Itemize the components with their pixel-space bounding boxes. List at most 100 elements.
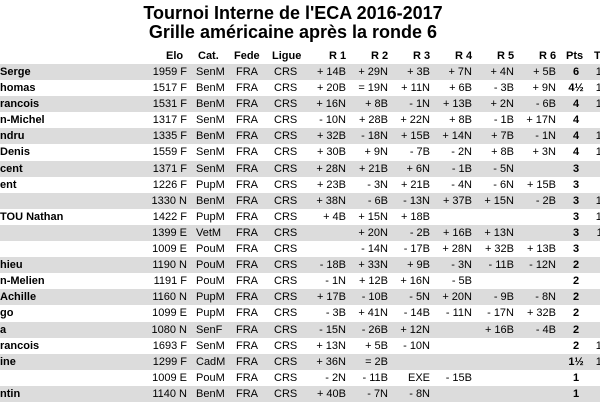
cell-r2: - 3N xyxy=(367,178,388,191)
header-r4: R 4 xyxy=(455,50,473,62)
cell-name: ine xyxy=(0,355,16,368)
cell-r3: + 15B xyxy=(400,130,430,143)
cell-name: Denis xyxy=(0,146,30,159)
header-r6: R 6 xyxy=(539,50,557,62)
cell-r3: - 14B xyxy=(403,307,430,320)
cell-fede: FRA xyxy=(236,82,258,95)
cell-r2: = 2B xyxy=(365,355,388,368)
cell-pts: 4 xyxy=(572,146,580,159)
cell-cat: PouM xyxy=(196,243,225,256)
cell-extra: 12 xyxy=(595,355,600,368)
cell-ligue: CRS xyxy=(274,339,298,352)
cell-cat: BenM xyxy=(196,98,225,111)
cell-ligue: CRS xyxy=(274,275,298,288)
cell-r3: - 7B xyxy=(409,146,430,159)
cell-r1: + 32B xyxy=(316,130,346,143)
cell-cat: BenM xyxy=(196,387,225,400)
cell-cat: PupM xyxy=(196,291,225,304)
cell-r6: - 8N xyxy=(535,291,556,304)
cell-pts: 2 xyxy=(572,339,580,352)
table-row: 1009 E PouM FRA CRS - 2N - 11B EXE - 15B 1 xyxy=(0,370,600,386)
cell-ligue: CRS xyxy=(274,226,298,239)
cell-r2: - 10B xyxy=(361,291,388,304)
table-row: Serge 1959 F SenM FRA CRS + 14B + 29N + 3B + 7N +… xyxy=(0,64,600,81)
cell-elo: 1330 N xyxy=(151,194,187,207)
cell-r1: + 4B xyxy=(323,210,346,223)
cell-r1: + 17B xyxy=(316,291,346,304)
cell-extra: 11 xyxy=(596,226,600,239)
cell-pts: 2 xyxy=(572,291,580,304)
cell-ligue: CRS xyxy=(274,291,298,304)
table-row: 1009 E PouM FRA CRS - 14N - 17B + 28N + 32B + 13… xyxy=(0,241,600,257)
cell-r1: - 15N xyxy=(319,323,346,336)
header-fede: Fede xyxy=(234,50,260,62)
cell-elo: 1099 E xyxy=(152,307,187,320)
table-row: rancois 1531 F BenM FRA CRS + 16N + 8B - 1N + 13… xyxy=(0,96,600,113)
cell-r1: - 18B xyxy=(319,259,346,272)
table-row: a 1080 N SenF FRA CRS - 15N - 26B + 12N + 16B - 4… xyxy=(0,321,600,338)
table-row: Achille 1160 N PupM FRA CRS + 17B - 10B - 5N + 2… xyxy=(0,289,600,306)
header-elo: Elo xyxy=(166,50,184,62)
cell-r5: + 2N xyxy=(490,98,514,111)
cell-r1: + 40B xyxy=(316,387,346,400)
cell-pts: 3 xyxy=(572,226,580,239)
cell-pts: 3 xyxy=(572,178,580,191)
cell-r3: - 5N xyxy=(409,291,430,304)
cell-r3: + 18B xyxy=(400,210,430,223)
cell-ligue: CRS xyxy=(274,387,298,400)
cell-extra: 16 xyxy=(595,146,600,159)
cell-r5: - 11B xyxy=(488,259,514,272)
cell-r3: + 11N xyxy=(401,82,430,95)
cell-fede: FRA xyxy=(236,226,258,239)
cell-r4: + 28N xyxy=(442,243,472,256)
cell-r6: - 2B xyxy=(535,194,556,207)
cell-r4: + 20N xyxy=(442,291,472,304)
cell-cat: SenM xyxy=(196,66,225,78)
cell-pts: 3 xyxy=(572,210,580,223)
cell-pts: 3 xyxy=(572,243,580,256)
cell-extra: 18 xyxy=(595,98,600,111)
cell-r3: + 22N xyxy=(400,114,430,127)
cell-name: hieu xyxy=(0,259,23,272)
cell-r3: - 17B xyxy=(403,243,430,256)
cell-r2: - 6B xyxy=(367,194,388,207)
cell-r4: - 2N xyxy=(451,146,472,159)
table-row: n-Melien 1191 F PouM FRA CRS - 1N + 12B + 16N - … xyxy=(0,273,600,289)
cell-r1: - 2N xyxy=(325,371,346,384)
cell-r5: + 15N xyxy=(484,194,514,207)
cell-ligue: CRS xyxy=(274,323,298,336)
cell-fede: FRA xyxy=(236,355,258,368)
cell-fede: FRA xyxy=(236,178,258,191)
cell-r4: + 37B xyxy=(442,194,472,207)
cell-r2: + 28B xyxy=(358,114,388,127)
cell-name: Achille xyxy=(0,291,37,304)
cell-r5: + 16B xyxy=(484,323,514,336)
header-r1: R 1 xyxy=(329,50,347,62)
cell-r2: - 7N xyxy=(367,387,388,400)
header-cat: Cat. xyxy=(198,50,219,62)
cell-cat: PouM xyxy=(196,259,225,272)
cell-r1: + 20B xyxy=(316,82,346,95)
cell-extra: 15 xyxy=(595,194,600,207)
cell-r1: + 16N xyxy=(316,98,346,111)
standings-table: Serge 1959 F SenM FRA CRS + 14B + 29N + 3B + 7N +… xyxy=(0,64,600,402)
cell-r5: + 4N xyxy=(490,66,514,78)
cell-r5: + 13N xyxy=(484,226,514,239)
cell-r4: - 3N xyxy=(451,259,472,272)
cell-r6: - 4B xyxy=(535,323,556,336)
cell-pts: 4½ xyxy=(568,82,584,95)
cell-ligue: CRS xyxy=(274,371,298,384)
cell-r4: - 15B xyxy=(445,371,472,384)
header-r2: R 2 xyxy=(371,50,389,62)
cell-name: cent xyxy=(0,162,23,175)
cell-cat: BenM xyxy=(196,130,225,143)
cell-fede: FRA xyxy=(236,146,258,159)
cell-r2: + 5B xyxy=(365,339,388,352)
cell-r1: + 28N xyxy=(316,162,346,175)
cell-r4: - 11N xyxy=(445,307,472,320)
cell-cat: BenM xyxy=(196,194,225,207)
cell-fede: FRA xyxy=(236,66,258,78)
cell-fede: FRA xyxy=(236,210,258,223)
cell-name: homas xyxy=(0,82,36,95)
cell-elo: 1317 F xyxy=(152,114,187,127)
